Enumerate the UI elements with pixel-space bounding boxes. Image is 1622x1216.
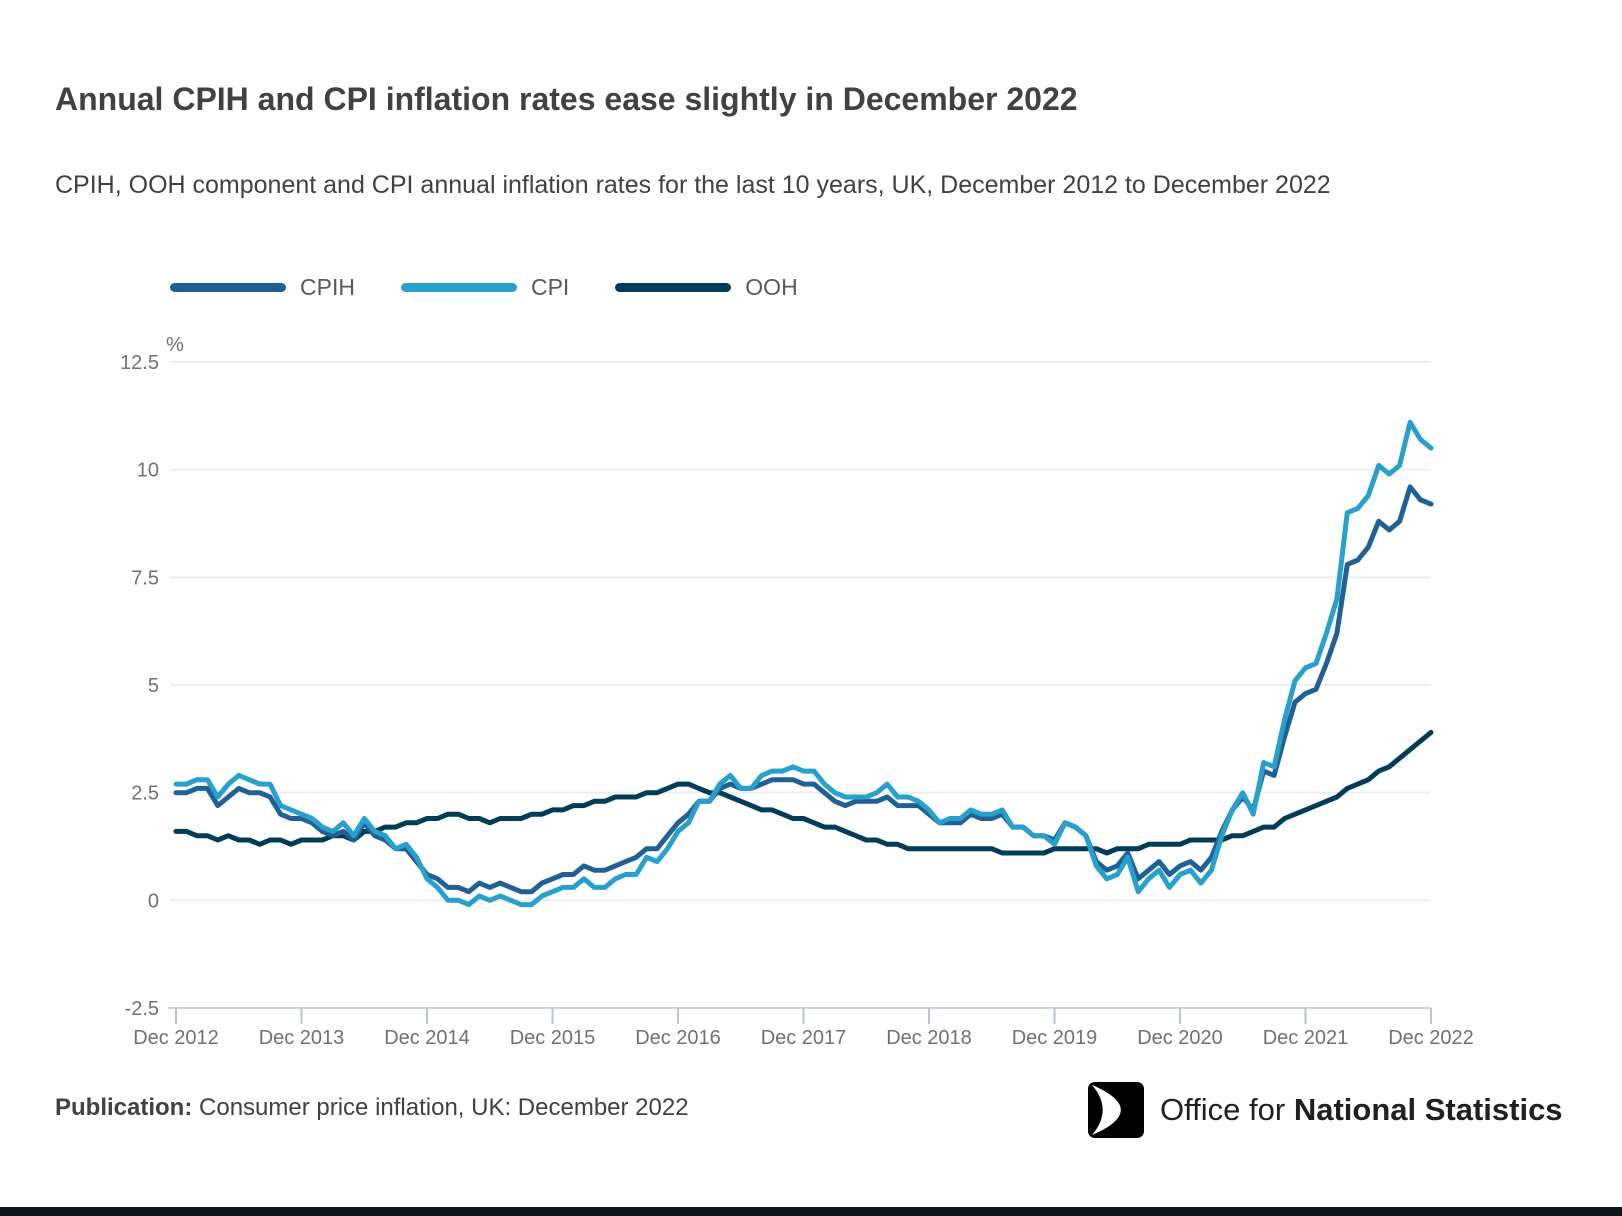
y-tick-label-12.5: 12.5: [120, 352, 159, 374]
page-title: Annual CPIH and CPI inflation rates ease…: [55, 81, 1078, 118]
y-tick-label-10: 10: [137, 460, 159, 482]
chart-subtitle: CPIH, OOH component and CPI annual infla…: [55, 171, 1331, 199]
legend-label-cpih: CPIH: [300, 274, 355, 300]
x-tick-label-dec-2012: Dec 2012: [133, 1027, 219, 1049]
ons-logo-icon: [1088, 1082, 1144, 1138]
x-tick-label-dec-2020: Dec 2020: [1137, 1027, 1223, 1049]
x-tick-label-dec-2018: Dec 2018: [886, 1027, 972, 1049]
logo-text-regular: Office for: [1160, 1092, 1294, 1127]
y-tick-label-7.5: 7.5: [131, 567, 159, 589]
series-line-cpi: [173, 419, 1434, 908]
y-tick-label-2.5: 2.5: [131, 783, 159, 805]
y-axis-unit-label: %: [166, 334, 184, 356]
legend-swatch-cpih: [170, 283, 286, 292]
x-tick-label-dec-2015: Dec 2015: [510, 1027, 596, 1049]
publication-text: Consumer price inflation, UK: December 2…: [192, 1094, 689, 1121]
x-tick-label-dec-2013: Dec 2013: [259, 1027, 345, 1049]
bottom-bar: [0, 1207, 1622, 1216]
legend-item-cpi[interactable]: CPI: [400, 274, 570, 301]
y-tick-label-5: 5: [148, 675, 159, 697]
ons-logo-text: Office for National Statistics: [1160, 1092, 1563, 1128]
ons-logo: Office for National Statistics: [1088, 1082, 1563, 1138]
x-tick-label-dec-2014: Dec 2014: [384, 1027, 470, 1049]
legend-label-cpi: CPI: [530, 274, 570, 300]
legend-item-cpih[interactable]: CPIH: [170, 274, 355, 301]
x-tick-label-dec-2022: Dec 2022: [1388, 1027, 1474, 1049]
y-tick-label--2.5: -2.5: [125, 998, 159, 1020]
legend-label-ooh: OOH: [745, 274, 798, 300]
legend: CPIH CPI OOH: [170, 274, 798, 301]
legend-swatch-ooh: [615, 283, 732, 292]
legend-swatch-cpi: [400, 283, 517, 292]
publication-label: Publication:: [55, 1094, 193, 1121]
x-tick-label-dec-2017: Dec 2017: [761, 1027, 847, 1049]
logo-text-bold: National Statistics: [1293, 1092, 1563, 1127]
legend-item-ooh[interactable]: OOH: [615, 274, 798, 301]
y-tick-label-0: 0: [148, 890, 159, 912]
publication-line: Publication: Consumer price inflation, U…: [55, 1094, 689, 1122]
x-tick-label-dec-2021: Dec 2021: [1263, 1027, 1349, 1049]
x-tick-label-dec-2019: Dec 2019: [1012, 1027, 1098, 1049]
x-tick-label-dec-2016: Dec 2016: [635, 1027, 721, 1049]
